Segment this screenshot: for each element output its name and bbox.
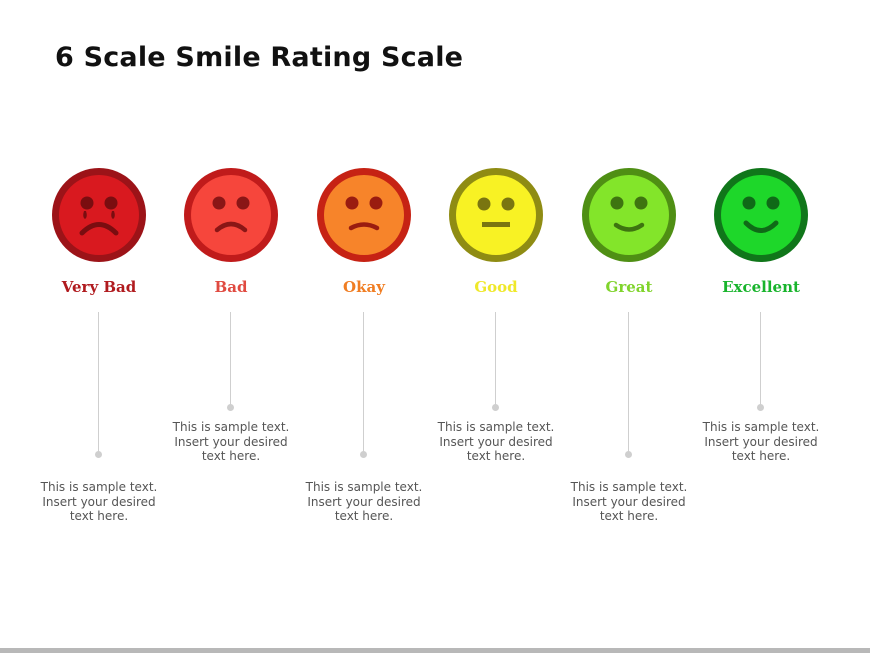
left-eye xyxy=(610,196,624,210)
description-line: This is sample text. xyxy=(305,480,423,494)
rating-item: Excellent This is sample text. Insert your… xyxy=(691,0,831,600)
right-eye xyxy=(766,196,780,210)
description-line: Insert your desired xyxy=(572,494,686,509)
face-fill xyxy=(191,175,271,255)
left-eye xyxy=(212,196,226,210)
face-fill xyxy=(589,175,669,255)
rating-description: This is sample text. Insert your desired t… xyxy=(559,480,699,524)
rating-item: Good This is sample text. Insert your desi… xyxy=(426,0,566,600)
crying-frown-face-icon xyxy=(52,168,146,262)
description-line: text here. xyxy=(599,509,659,523)
rating-label: Very Bad xyxy=(61,278,137,296)
face-fill xyxy=(721,175,801,255)
right-eye xyxy=(236,196,250,210)
left-eye xyxy=(80,196,94,210)
mouth xyxy=(613,222,645,232)
rating-description: This is sample text. Insert your desired t… xyxy=(29,480,169,524)
description-line: Insert your desired xyxy=(42,494,156,509)
rating-label: Good xyxy=(474,278,518,296)
left-eye xyxy=(345,196,359,210)
connector-line xyxy=(98,312,99,454)
description-line: text here. xyxy=(69,509,129,523)
description-line: This is sample text. xyxy=(437,420,555,434)
slide-bottom-bar xyxy=(0,648,870,653)
rating-label: Excellent xyxy=(722,278,800,296)
rating-item: Very Bad This is sample text. Insert your … xyxy=(29,0,169,600)
left-tear xyxy=(83,211,87,219)
mouth xyxy=(79,222,119,236)
right-eye xyxy=(104,196,118,210)
rating-label: Okay xyxy=(343,278,385,296)
page-title: 6 Scale Smile Rating Scale xyxy=(55,42,464,73)
right-eye xyxy=(501,197,515,211)
description-line: This is sample text. xyxy=(40,480,158,494)
rating-description: This is sample text. Insert your desired t… xyxy=(294,480,434,524)
slight-frown-face-icon xyxy=(317,168,411,262)
connector-line xyxy=(760,312,761,407)
description-line: text here. xyxy=(201,449,261,463)
connector-dot xyxy=(492,404,499,411)
left-eye xyxy=(477,197,491,211)
rating-label: Great xyxy=(605,278,653,296)
description-line: Insert your desired xyxy=(307,494,421,509)
description-line: Insert your desired xyxy=(704,434,818,449)
mouth xyxy=(348,222,380,231)
description-line: text here. xyxy=(466,449,526,463)
connector-dot xyxy=(360,451,367,458)
smile-face-icon xyxy=(582,168,676,262)
neutral-face-icon xyxy=(449,168,543,262)
rating-item: Great This is sample text. Insert your des… xyxy=(559,0,699,600)
mouth xyxy=(482,222,510,227)
frown-face-icon xyxy=(184,168,278,262)
description-line: Insert your desired xyxy=(174,434,288,449)
face-fill xyxy=(324,175,404,255)
description-line: text here. xyxy=(731,449,791,463)
rating-description: This is sample text. Insert your desired t… xyxy=(426,420,566,464)
rating-label: Bad xyxy=(214,278,248,296)
connector-dot xyxy=(227,404,234,411)
connector-line xyxy=(363,312,364,454)
left-eye xyxy=(742,196,756,210)
description-line: text here. xyxy=(334,509,394,523)
connector-line xyxy=(628,312,629,454)
connector-line xyxy=(495,312,496,407)
right-tear xyxy=(111,211,115,219)
connector-dot xyxy=(95,451,102,458)
right-eye xyxy=(634,196,648,210)
rating-description: This is sample text. Insert your desired t… xyxy=(691,420,831,464)
mouth xyxy=(743,220,779,233)
rating-item: Bad This is sample text. Insert your desir… xyxy=(161,0,301,600)
description-line: This is sample text. xyxy=(172,420,290,434)
connector-dot xyxy=(757,404,764,411)
face-fill xyxy=(59,175,139,255)
connector-dot xyxy=(625,451,632,458)
connector-line xyxy=(230,312,231,407)
big-smile-face-icon xyxy=(714,168,808,262)
description-line: This is sample text. xyxy=(570,480,688,494)
rating-item: Okay This is sample text. Insert your desi… xyxy=(294,0,434,600)
face-fill xyxy=(456,175,536,255)
rating-description: This is sample text. Insert your desired t… xyxy=(161,420,301,464)
description-line: This is sample text. xyxy=(702,420,820,434)
description-line: Insert your desired xyxy=(439,434,553,449)
right-eye xyxy=(369,196,383,210)
mouth xyxy=(214,221,248,233)
